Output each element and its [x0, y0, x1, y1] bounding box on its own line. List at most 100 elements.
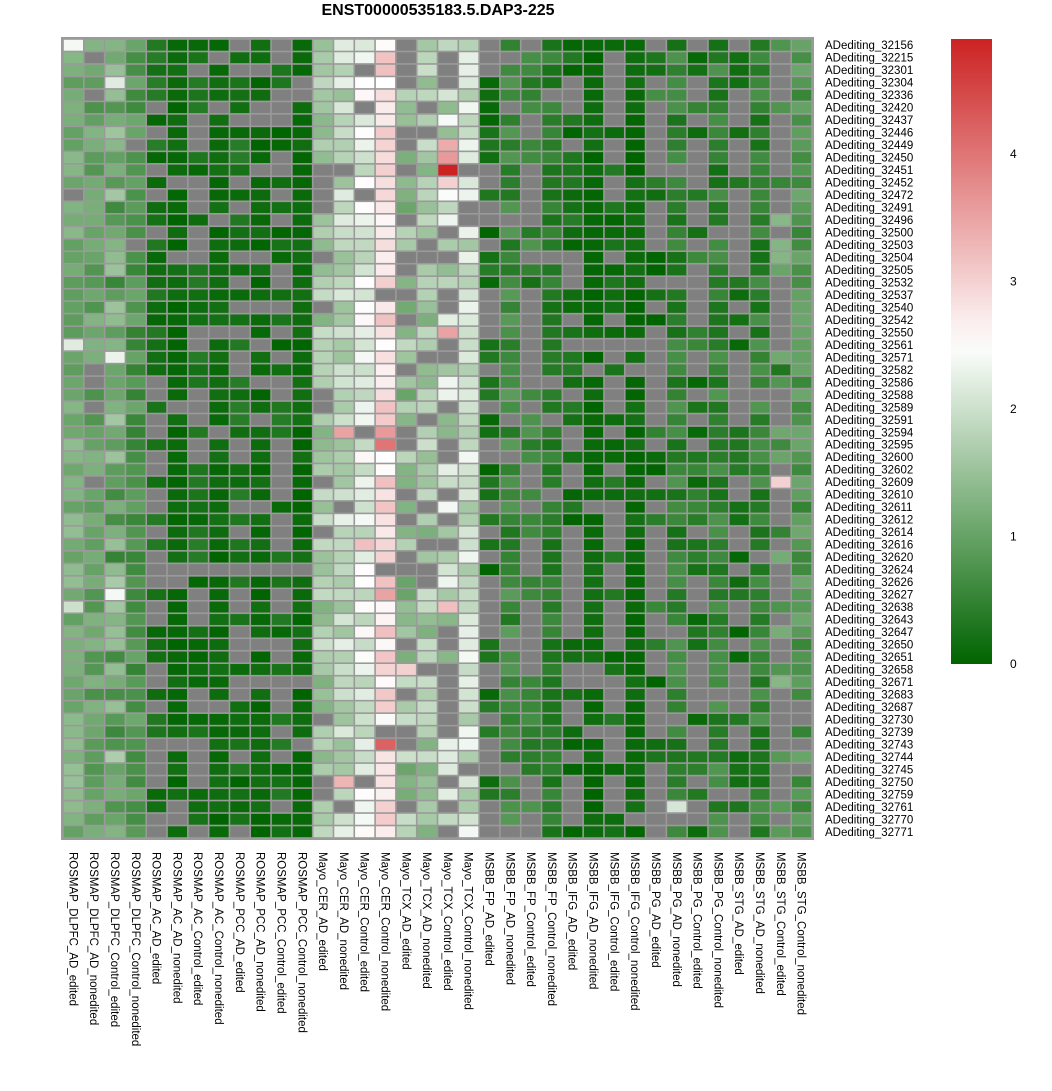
heatmap-cell — [105, 89, 125, 101]
heatmap-cell — [230, 376, 250, 388]
heatmap-cell — [167, 489, 188, 501]
heatmap-cell — [375, 826, 396, 838]
heatmap-cell — [646, 376, 666, 388]
heatmap-cell — [687, 664, 708, 675]
heatmap-cell — [334, 277, 354, 288]
heatmap-cell — [729, 564, 749, 576]
column-label: ROSMAP_AC_AD_nonedited — [170, 852, 182, 1004]
heatmap-cell — [251, 564, 271, 576]
heatmap-cell — [583, 301, 604, 313]
heatmap-cell — [791, 501, 812, 513]
heatmap-cell — [438, 639, 458, 650]
heatmap-cell — [147, 801, 167, 813]
heatmap-cell — [126, 139, 146, 151]
heatmap-cell — [542, 713, 562, 725]
heatmap-cell — [771, 139, 791, 151]
heatmap-cell — [313, 526, 333, 538]
heatmap-cell — [355, 664, 375, 675]
row-label: ADediting_32609 — [825, 477, 913, 489]
heatmap-cell — [500, 127, 520, 139]
heatmap-cell — [521, 664, 541, 675]
heatmap-cell — [167, 64, 188, 76]
heatmap-cell — [313, 788, 333, 800]
heatmap-cell — [438, 227, 458, 238]
heatmap-cell — [604, 301, 624, 313]
heatmap-cell — [126, 439, 146, 451]
heatmap-cell — [729, 763, 749, 775]
heatmap-cell — [479, 514, 500, 526]
heatmap-cell — [750, 152, 770, 164]
heatmap-cell — [646, 651, 666, 663]
heatmap-cell — [500, 564, 520, 576]
heatmap-cell — [251, 763, 271, 775]
heatmap-cell — [708, 177, 728, 189]
heatmap-cell — [313, 264, 333, 276]
heatmap-cell — [417, 401, 437, 413]
heatmap-cell — [396, 551, 416, 563]
heatmap-cell — [542, 451, 562, 463]
heatmap-cell — [500, 551, 520, 563]
heatmap-cell — [188, 576, 208, 588]
heatmap-cell — [167, 39, 188, 51]
heatmap-cell — [292, 177, 312, 189]
heatmap-cell — [209, 314, 229, 326]
heatmap-cell — [604, 614, 624, 625]
heatmap-cell — [375, 339, 396, 351]
row-label: ADediting_32589 — [825, 402, 913, 414]
heatmap-cell — [708, 713, 728, 725]
heatmap-cell — [459, 738, 479, 750]
heatmap-cell — [583, 264, 604, 276]
heatmap-cell — [355, 688, 375, 700]
heatmap-cell — [126, 788, 146, 800]
heatmap-cell — [313, 738, 333, 750]
heatmap-cell — [375, 289, 396, 301]
heatmap-cell — [63, 614, 84, 625]
heatmap-cell — [459, 664, 479, 675]
heatmap-cell — [646, 763, 666, 775]
heatmap-cell — [230, 214, 250, 226]
heatmap-cell — [126, 264, 146, 276]
heatmap-cell — [542, 202, 562, 213]
heatmap-cell — [292, 589, 312, 600]
heatmap-cell — [292, 227, 312, 238]
heatmap-cell — [375, 389, 396, 401]
heatmap-cell — [105, 114, 125, 126]
heatmap-cell — [542, 763, 562, 775]
row-label: ADediting_32446 — [825, 128, 913, 140]
heatmap-cell — [771, 476, 791, 488]
heatmap-cell — [167, 239, 188, 251]
heatmap-cell — [271, 701, 292, 713]
heatmap-cell — [521, 576, 541, 588]
heatmap-cell — [292, 376, 312, 388]
heatmap-cell — [209, 551, 229, 563]
heatmap-cell — [708, 89, 728, 101]
heatmap-cell — [771, 564, 791, 576]
heatmap-cell — [500, 801, 520, 813]
heatmap-cell — [542, 826, 562, 838]
heatmap-cell — [500, 688, 520, 700]
heatmap-cell — [625, 139, 645, 151]
heatmap-cell — [625, 626, 645, 638]
heatmap-cell — [209, 426, 229, 438]
heatmap-cell — [708, 139, 728, 151]
heatmap-cell — [251, 726, 271, 738]
heatmap-cell — [479, 539, 500, 551]
heatmap-cell — [292, 489, 312, 501]
heatmap-cell — [375, 89, 396, 101]
heatmap-cell — [334, 626, 354, 638]
heatmap-cell — [126, 451, 146, 463]
heatmap-cell — [771, 514, 791, 526]
heatmap-cell — [417, 589, 437, 600]
heatmap-cell — [167, 289, 188, 301]
heatmap-cell — [791, 127, 812, 139]
heatmap-cell — [84, 726, 104, 738]
heatmap-cell — [687, 639, 708, 650]
heatmap-cell — [667, 514, 687, 526]
heatmap-cell — [500, 451, 520, 463]
heatmap-cell — [521, 763, 541, 775]
heatmap-cell — [771, 614, 791, 625]
heatmap-cell — [126, 289, 146, 301]
heatmap-cell — [583, 476, 604, 488]
heatmap-cell — [126, 202, 146, 213]
heatmap-cell — [438, 813, 458, 825]
